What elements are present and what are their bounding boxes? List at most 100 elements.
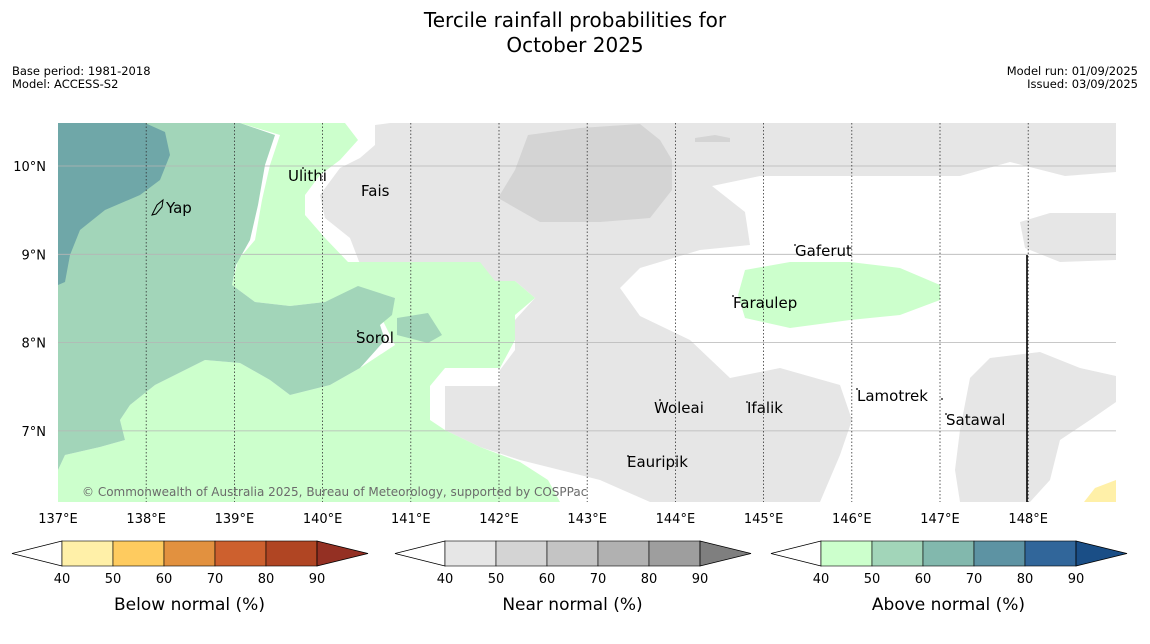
- colorbar-extend-left: [11, 540, 63, 567]
- latitude-ticks: 10°N 9°N 8°N 7°N: [13, 160, 46, 440]
- legend-near-normal: 40 50 60 70 80 90 Near normal (%): [394, 540, 752, 615]
- place-label-lamotrek: Lamotrek: [857, 387, 928, 405]
- lon-tick-label: 145°E: [744, 512, 784, 527]
- map-area: Yap Ulithi Fais Gaferut Faraulep Sorol Woleai I…: [58, 123, 1116, 502]
- island-dot: [627, 455, 629, 457]
- colorbar-tick-label: 60: [915, 572, 932, 587]
- colorbar-tick-label: 80: [258, 572, 275, 587]
- colorbar-segment: [973, 540, 1026, 567]
- lat-tick-label: 10°N: [13, 160, 46, 175]
- colorbar-segment: [1024, 540, 1077, 567]
- copyright-text: © Commonwealth of Australia 2025, Bureau…: [82, 485, 587, 499]
- legend-colorbars: 40 50 60 70 80 90 Below normal (%) 40 50 60 70 80 90…: [11, 540, 1128, 615]
- lon-tick-label: 144°E: [656, 512, 696, 527]
- colorbar-tick-label: 50: [864, 572, 881, 587]
- island-dot: [357, 330, 359, 332]
- lat-tick-label: 9°N: [22, 248, 47, 263]
- lon-tick-label: 143°E: [567, 512, 607, 527]
- colorbar-segment: [61, 540, 114, 567]
- lon-tick-label: 140°E: [303, 512, 343, 527]
- above-normal-60-70-region: [58, 123, 170, 285]
- colorbar-segment: [648, 540, 701, 567]
- colorbar-segment: [265, 540, 318, 567]
- model-text: Model: ACCESS-S2: [12, 77, 119, 91]
- place-label-faraulep: Faraulep: [733, 294, 797, 312]
- island-dot: [302, 167, 304, 169]
- legend-above-normal: 40 50 60 70 80 90 Above normal (%): [770, 540, 1128, 615]
- colorbar-tick-label: 60: [156, 572, 173, 587]
- base-period-text: Base period: 1981-2018: [12, 64, 151, 78]
- island-dot: [746, 401, 748, 403]
- place-label-yap: Yap: [165, 199, 192, 217]
- chart-title: Tercile rainfall probabilities for Octob…: [0, 8, 1150, 58]
- lon-tick-label: 137°E: [38, 512, 78, 527]
- place-label-ulithi: Ulithi: [288, 167, 327, 185]
- colorbar-title: Near normal (%): [502, 595, 642, 615]
- island-dot: [856, 388, 858, 390]
- colorbar-extend-right: [1075, 540, 1128, 567]
- colorbar-segment: [163, 540, 216, 567]
- meta-right: Model run: 01/09/2025 Issued: 03/09/2025: [1007, 65, 1138, 91]
- colorbar-segment: [871, 540, 924, 567]
- colorbar-tick-label: 70: [590, 572, 607, 587]
- gridlines: [58, 123, 1116, 502]
- lat-tick-label: 8°N: [22, 337, 47, 352]
- lon-tick-label: 146°E: [832, 512, 872, 527]
- above-normal-50-60-region: [58, 123, 442, 470]
- colorbar-tick-label: 80: [1017, 572, 1034, 587]
- title-line-2: October 2025: [506, 33, 644, 57]
- colorbar-tick-label: 50: [105, 572, 122, 587]
- below-normal-40-50-region: [1084, 480, 1116, 502]
- longitude-ticks: 137°E 138°E 139°E 140°E 141°E 142°E 143°E 144°E…: [38, 512, 1048, 527]
- colorbar-tick-label: 40: [54, 572, 71, 587]
- colorbar-segment: [495, 540, 548, 567]
- place-label-fais: Fais: [361, 182, 390, 200]
- colorbar-extend-right: [699, 540, 752, 567]
- lon-tick-label: 141°E: [391, 512, 431, 527]
- place-labels: Yap Ulithi Fais Gaferut Faraulep Sorol Woleai I…: [165, 167, 1005, 471]
- colorbar-tick-label: 90: [692, 572, 709, 587]
- place-label-sorol: Sorol: [356, 329, 394, 347]
- yap-island-shape: [151, 198, 164, 216]
- island-dot: [941, 398, 943, 400]
- colorbar-extend-left: [770, 540, 822, 567]
- place-label-ifalik: Ifalik: [747, 399, 783, 417]
- colorbar-tick-label: 50: [488, 572, 505, 587]
- colorbar-segment: [922, 540, 975, 567]
- island-dot: [794, 244, 796, 246]
- title-line-1: Tercile rainfall probabilities for: [423, 8, 727, 32]
- colorbar-extend-left: [394, 540, 446, 567]
- colorbar-title: Below normal (%): [114, 595, 265, 615]
- colorbar-tick-label: 60: [539, 572, 556, 587]
- colorbar-segment: [112, 540, 165, 567]
- place-label-woleai: Woleai: [654, 399, 704, 417]
- lon-tick-label: 148°E: [1008, 512, 1048, 527]
- colorbar-tick-label: 40: [813, 572, 830, 587]
- colorbar-title: Above normal (%): [872, 595, 1025, 615]
- island-dot: [362, 185, 364, 187]
- colorbar-tick-label: 90: [1068, 572, 1085, 587]
- model-run-text: Model run: 01/09/2025: [1006, 64, 1138, 78]
- lat-tick-label: 7°N: [22, 425, 47, 440]
- meta-left: Base period: 1981-2018 Model: ACCESS-S2: [12, 65, 151, 91]
- lon-tick-label: 139°E: [215, 512, 255, 527]
- issued-text: Issued: 03/09/2025: [1027, 77, 1138, 91]
- colorbar-tick-label: 40: [437, 572, 454, 587]
- colorbar-segment: [444, 540, 497, 567]
- colorbar-segment: [546, 540, 599, 567]
- above-normal-40-50-region: [58, 123, 940, 502]
- place-label-eauripik: Eauripik: [627, 453, 688, 471]
- colorbar-extend-right: [316, 540, 369, 567]
- colorbar-tick-label: 80: [641, 572, 658, 587]
- lon-tick-label: 142°E: [479, 512, 519, 527]
- near-normal-40-50-region: [320, 123, 1116, 502]
- colorbar-tick-label: 90: [309, 572, 326, 587]
- island-dot: [945, 413, 947, 415]
- island-dot: [659, 399, 661, 401]
- lon-tick-label: 147°E: [920, 512, 960, 527]
- place-label-gaferut: Gaferut: [795, 242, 852, 260]
- place-label-satawal: Satawal: [946, 411, 1005, 429]
- lon-tick-label: 138°E: [126, 512, 166, 527]
- colorbar-segment: [214, 540, 267, 567]
